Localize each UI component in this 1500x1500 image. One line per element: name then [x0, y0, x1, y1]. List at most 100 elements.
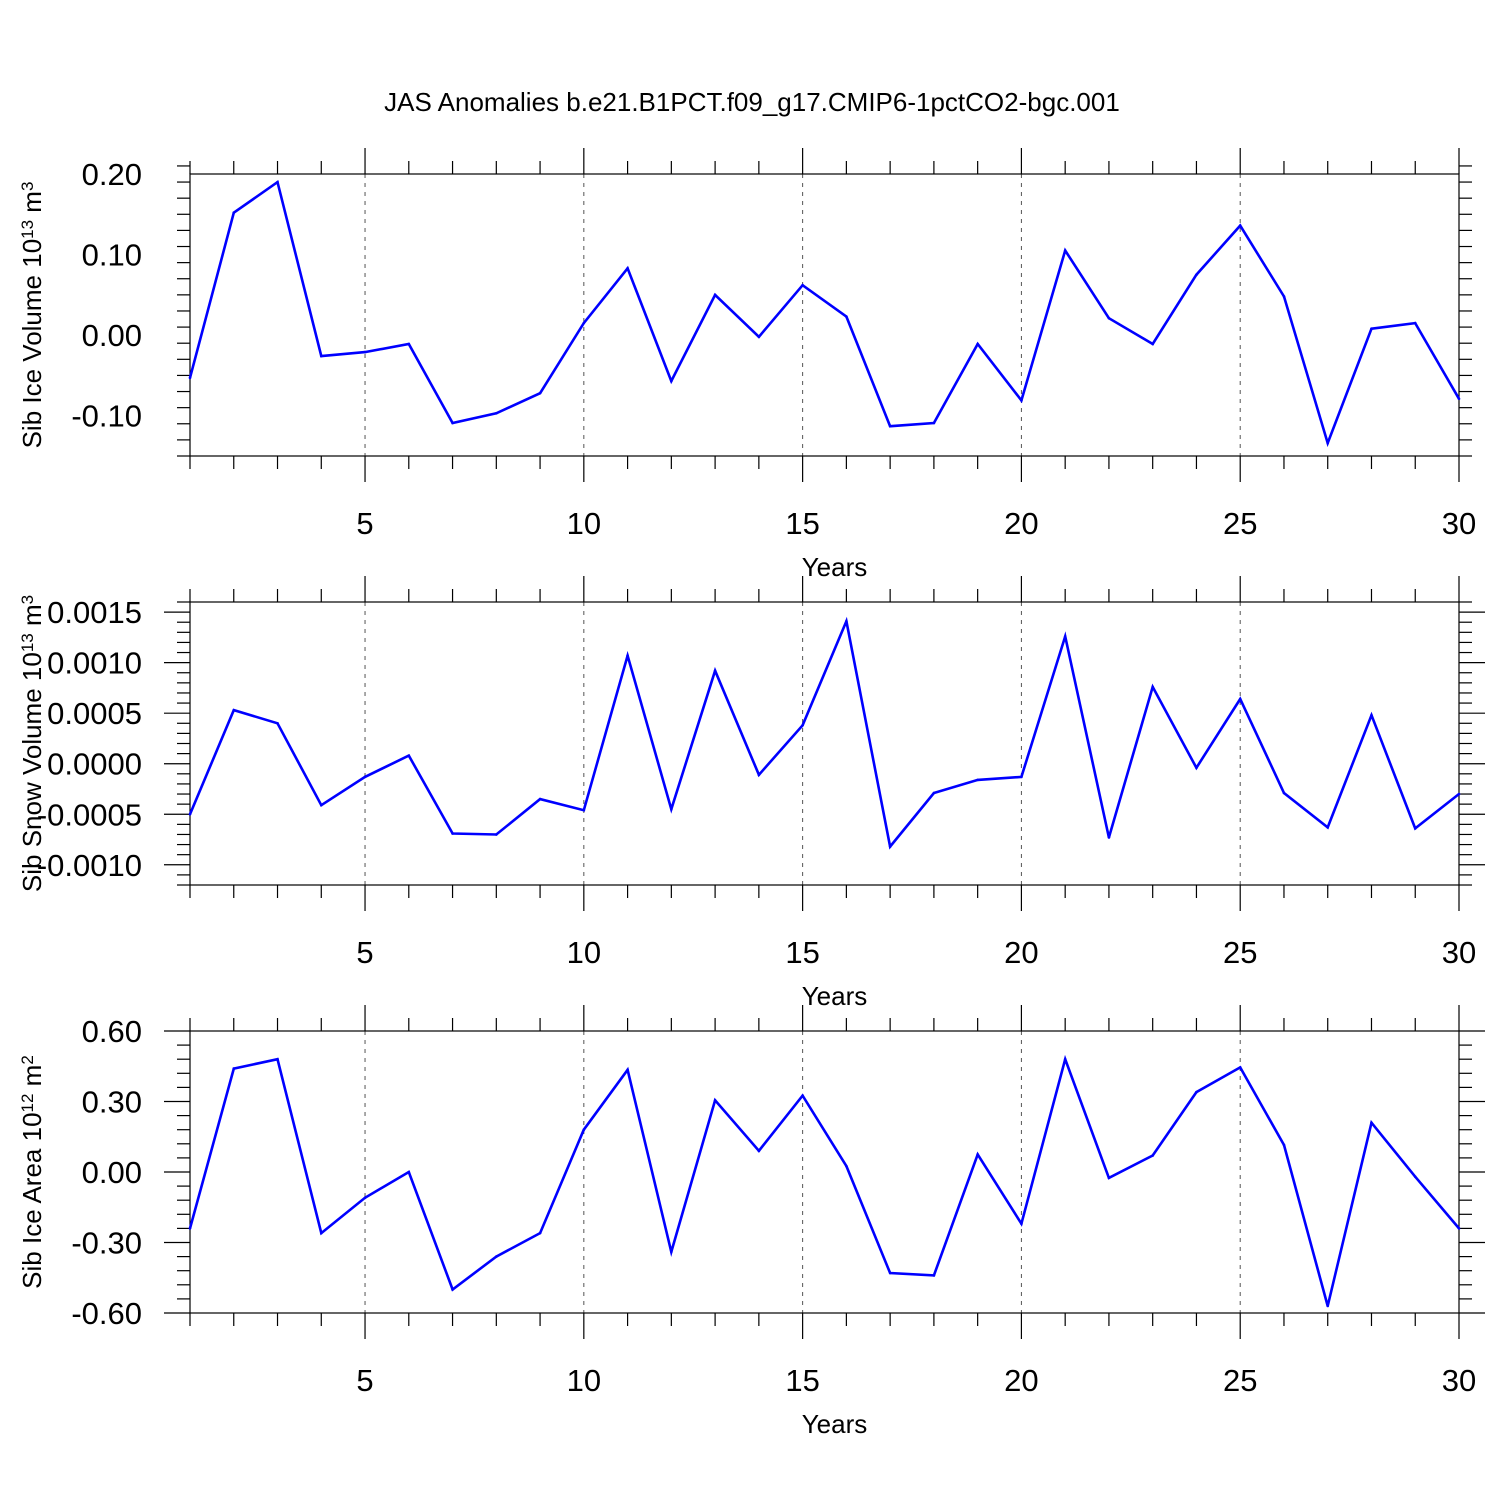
sib-ice-area-data-point [1020, 1222, 1023, 1225]
sib-snow-volume-ytick-label: 0.0015 [47, 595, 142, 630]
sib-ice-area-ytick-label: -0.60 [71, 1296, 142, 1331]
sib-ice-area-data-point [757, 1149, 761, 1153]
sib-ice-area-data-point [1107, 1176, 1111, 1180]
sib-ice-volume-data-point [757, 335, 761, 339]
sib-ice-volume-data-point [801, 283, 804, 287]
sib-ice-area-ylabel-superscript: 2 [18, 1055, 37, 1064]
sib-ice-volume-xlabel: Years [802, 552, 868, 582]
sib-ice-volume-ylabel-part: m [17, 191, 47, 220]
sib-ice-volume-ytick-label: 0.00 [82, 318, 142, 353]
sib-snow-volume-data-point [626, 654, 629, 657]
sib-ice-volume-data-point [407, 342, 411, 346]
sib-ice-volume-data-point [1063, 249, 1067, 252]
sib-ice-volume-data-point [1020, 399, 1023, 402]
sib-ice-volume-data-point [188, 376, 192, 380]
panel-sib-ice-area: 0.60 0.30 0.00 -0.30 -0.60 5 10 15 20 25 30 Years Si… [17, 1005, 1485, 1439]
sib-ice-volume-data-point [670, 379, 673, 383]
sib-ice-volume-data-point [976, 342, 979, 346]
sib-ice-volume-data-point [495, 411, 498, 415]
sib-ice-volume-data-point [1370, 327, 1373, 330]
sib-ice-volume-data-point [232, 211, 236, 214]
sib-ice-area-xtick-label: 25 [1223, 1363, 1257, 1398]
sib-snow-volume-xtick-label: 15 [785, 935, 819, 970]
sib-snow-volume-ytick-label: 0.0010 [47, 646, 142, 681]
sib-ice-volume-data-point [276, 180, 279, 184]
sib-ice-volume-series-line [188, 179, 1461, 448]
sib-ice-area-data-point [538, 1231, 542, 1235]
sib-snow-volume-data-point [976, 778, 979, 782]
sib-ice-area-xlabel: Years [802, 1409, 868, 1439]
sib-ice-volume-data-point [888, 424, 892, 428]
sib-ice-area-data-point [1413, 1175, 1417, 1178]
sib-ice-area-ylabel-part: Sib Ice Area 10 [17, 1112, 47, 1288]
sib-ice-area-data-point [1326, 1304, 1330, 1308]
sib-snow-volume-series-line [188, 616, 1460, 850]
sib-ice-area-ylabel-superscript: 12 [18, 1094, 37, 1113]
sib-snow-volume-xtick-label: 5 [356, 935, 373, 970]
sib-ice-area-data-point [1282, 1143, 1286, 1147]
sib-snow-volume-ytick-label: 0.0005 [47, 696, 142, 731]
sib-ice-area-data-point [407, 1170, 411, 1174]
sib-ice-area-data-point [232, 1067, 236, 1070]
sib-ice-area-data-point [276, 1057, 279, 1061]
sib-ice-area-data-point [1195, 1090, 1198, 1094]
sib-ice-area-data-point [932, 1274, 936, 1277]
sib-snow-volume-ylabel-part: m [17, 604, 47, 633]
sib-ice-area-data-point [451, 1288, 454, 1291]
sib-ice-area-xtick-label: 15 [785, 1363, 819, 1398]
sib-ice-area-data-point [188, 1227, 192, 1230]
sib-snow-volume-data-point [888, 845, 892, 848]
sib-ice-area-data-point [976, 1153, 979, 1156]
sib-ice-area-ytick-label: 0.30 [82, 1085, 142, 1120]
sib-ice-volume-data-point [1238, 224, 1242, 227]
sib-ice-volume-data-point [363, 350, 367, 354]
sib-snow-volume-data-point [1195, 766, 1198, 770]
sib-ice-volume-frame [189, 173, 1460, 457]
sib-ice-volume-data-point [626, 266, 629, 270]
sib-ice-volume-data-point [451, 421, 454, 425]
sib-snow-volume-ylabel-superscript: 3 [18, 595, 37, 604]
sib-ice-area-ylabel-part: m [17, 1065, 47, 1094]
sib-ice-volume-data-point [1413, 321, 1417, 325]
sib-snow-volume-ylabel: Sib Snow Volume 1013 m3 [17, 595, 47, 892]
sib-ice-volume-xtick-label: 30 [1442, 506, 1476, 541]
sib-snow-volume-data-point [407, 754, 411, 757]
sib-snow-volume-ylabel-superscript: 13 [18, 633, 37, 652]
sib-ice-volume-ylabel-superscript: 3 [18, 182, 37, 191]
sib-snow-volume-xtick-label: 25 [1223, 935, 1257, 970]
sib-snow-volume-data-point [670, 807, 673, 811]
sib-snow-volume-data-point [801, 724, 804, 727]
sib-ice-area-ylabel: Sib Ice Area 1012 m2 [17, 1055, 47, 1289]
sib-snow-volume-data-point [451, 832, 454, 835]
sib-ice-volume-xtick-label: 15 [785, 506, 819, 541]
sib-ice-area-ytick-label: 0.00 [82, 1155, 142, 1190]
sib-ice-volume-data-point [1151, 342, 1154, 346]
sib-ice-volume-xtick-label: 20 [1004, 506, 1038, 541]
sib-ice-area-ytick-label: 0.60 [82, 1014, 142, 1049]
sib-snow-volume-data-point [1238, 697, 1242, 701]
sib-ice-volume-data-point [713, 293, 717, 297]
sib-ice-volume-data-point [1326, 441, 1330, 445]
sib-snow-volume-data-point [1020, 775, 1023, 779]
sib-snow-volume-data-point [1151, 685, 1154, 689]
sib-snow-volume-data-point [363, 775, 367, 779]
panel-sib-snow-volume: 0.0015 0.0010 0.0005 0.0000 -0.0005 -0.0010 5 1… [17, 576, 1485, 1011]
sib-ice-volume-ylabel: Sib Ice Volume 1013 m3 [17, 182, 47, 449]
sib-snow-volume-data-point [319, 803, 323, 807]
sib-ice-volume-data-point [1195, 273, 1198, 277]
sib-snow-volume-data-point [1370, 713, 1373, 717]
sib-snow-volume-data-point [1063, 635, 1067, 638]
sib-ice-area-data-point [801, 1094, 804, 1097]
sib-snow-volume-data-point [495, 833, 498, 836]
sib-ice-volume-data-point [538, 391, 542, 395]
sib-ice-area-data-point [1238, 1066, 1242, 1069]
sib-snow-volume-data-point [1326, 826, 1330, 829]
sib-ice-volume-data-point [319, 354, 323, 358]
sib-ice-area-data-point [1457, 1227, 1461, 1230]
sib-snow-volume-data-point [845, 619, 848, 623]
sib-snow-volume-data-point [1107, 836, 1111, 839]
sib-ice-area-data-point [1370, 1121, 1373, 1124]
sib-ice-volume-xtick-label: 25 [1223, 506, 1257, 541]
sib-ice-volume-xtick-label: 10 [567, 506, 601, 541]
